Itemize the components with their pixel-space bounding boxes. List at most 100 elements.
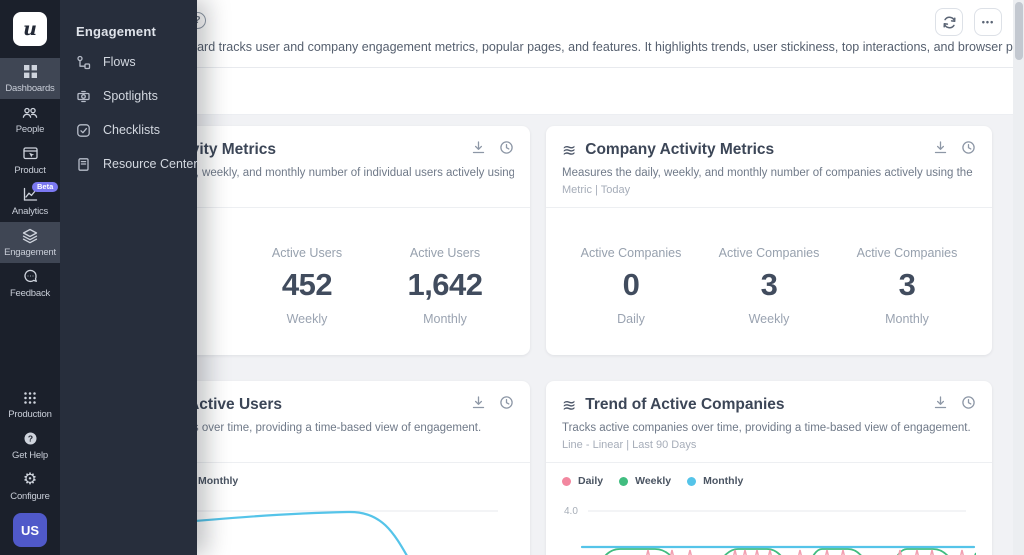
logo-letter: u	[13, 12, 47, 46]
metric-period: Weekly	[286, 312, 328, 326]
layers-icon	[22, 228, 38, 244]
metric-label: Active Users	[409, 246, 481, 260]
sidebar-item-people[interactable]: People	[0, 99, 60, 140]
more-options-button[interactable]: •••	[974, 8, 1002, 36]
download-icon[interactable]	[471, 140, 486, 160]
checklist-icon	[76, 123, 91, 138]
dashboard-description: This dashboard tracks user and company e…	[129, 40, 1024, 54]
metric-period: Daily	[617, 312, 645, 326]
spotlight-icon	[76, 89, 91, 104]
sidebar-item-label: Feedback	[9, 287, 51, 299]
legend-label: Monthly	[703, 475, 744, 487]
legend-daily[interactable]: Daily	[562, 475, 603, 487]
flyout-item-spotlights[interactable]: Spotlights	[60, 79, 197, 113]
sidebar-item-engagement[interactable]: Engagement	[0, 222, 60, 263]
metric-label: Active Users	[271, 246, 343, 260]
metric-period: Monthly	[885, 312, 929, 326]
flyout-item-flows[interactable]: Flows	[60, 45, 197, 79]
legend-label: Daily	[578, 475, 604, 487]
chart-legend: Daily Weekly Monthly	[562, 463, 976, 499]
clock-icon[interactable]	[961, 395, 976, 415]
sidebar: u Dashboards People Product Beta	[0, 0, 60, 555]
sidebar-item-configure[interactable]: ⚙ Configure	[0, 466, 60, 507]
chart-lines-icon: ≋	[562, 140, 577, 160]
flyout-item-label: Flows	[103, 55, 136, 69]
divider	[546, 462, 992, 463]
refresh-button[interactable]	[935, 8, 963, 36]
sidebar-item-label: Product	[14, 164, 46, 176]
legend-dot-icon	[687, 476, 697, 486]
card-subtitle: Measures the daily, weekly, and monthly …	[562, 167, 976, 179]
legend-dot-icon	[619, 476, 629, 486]
legend-label: Monthly	[198, 475, 239, 487]
download-icon[interactable]	[933, 140, 948, 160]
main-area: ? This dashboard tracks user and company…	[60, 0, 1024, 555]
chart-lines-icon: ≋	[562, 395, 577, 415]
clock-icon[interactable]	[499, 140, 514, 160]
user-avatar[interactable]: US	[13, 513, 47, 547]
clock-icon[interactable]	[961, 140, 976, 160]
sidebar-item-label: Get Help	[12, 449, 48, 461]
book-icon	[76, 157, 91, 172]
flyout-item-label: Spotlights	[103, 89, 158, 103]
metric-label: Active Companies	[718, 246, 820, 260]
flyout-item-resource-center[interactable]: Resource Center	[60, 147, 198, 181]
download-icon[interactable]	[471, 395, 486, 415]
flyout-item-label: Resource Center	[103, 157, 198, 171]
sidebar-item-product[interactable]: Product	[0, 140, 60, 181]
sidebar-item-label: Configure	[10, 490, 50, 502]
card-subtitle: Tracks active companies over time, provi…	[562, 422, 971, 434]
flyout-title: Engagement	[76, 24, 157, 39]
beta-badge: Beta	[32, 181, 59, 192]
divider	[84, 462, 530, 463]
engagement-flyout-menu: Engagement Flows Spotlights Checklists R…	[60, 0, 198, 555]
flyout-item-label: Checklists	[103, 123, 160, 137]
sidebar-item-get-help[interactable]: ? Get Help	[0, 425, 60, 466]
sidebar-item-analytics[interactable]: Beta Analytics	[0, 181, 60, 222]
gear-icon: ⚙	[22, 470, 38, 488]
metric-daily: Active Companies 0 Daily	[562, 246, 700, 326]
dots-grid-icon	[22, 390, 38, 406]
divider	[546, 207, 992, 208]
filter-bar: ▾ Add Filters	[60, 68, 1024, 172]
clock-icon[interactable]	[499, 395, 514, 415]
dashboard-grid: ≋ User Activity Metrics Measures the dai…	[60, 115, 1024, 555]
y-axis-tick: 4.0	[564, 506, 578, 517]
sidebar-item-label: People	[15, 123, 45, 135]
card-trend-active-companies: ≋ Trend of Active Companies Tracks activ…	[546, 381, 992, 555]
metric-value: 3	[898, 267, 916, 302]
metric-period: Monthly	[423, 312, 467, 326]
flyout-item-checklists[interactable]: Checklists	[60, 113, 197, 147]
legend-weekly[interactable]: Weekly	[619, 475, 671, 487]
analytics-chart-icon: Beta	[22, 181, 59, 203]
metric-period: Weekly	[748, 312, 790, 326]
scrollbar[interactable]	[1013, 0, 1024, 555]
download-icon[interactable]	[933, 395, 948, 415]
scrollbar-thumb[interactable]	[1014, 2, 1023, 60]
card-meta: Line - Linear | Last 90 Days	[562, 439, 697, 451]
metric-label: Active Companies	[856, 246, 958, 260]
card-title: Company Activity Metrics	[585, 141, 775, 158]
chat-bubble-icon	[22, 269, 38, 285]
sidebar-item-production[interactable]: Production	[0, 384, 60, 425]
app-logo[interactable]: u	[0, 0, 60, 58]
sidebar-item-feedback[interactable]: Feedback	[0, 263, 60, 304]
sidebar-item-dashboards[interactable]: Dashboards	[0, 58, 60, 99]
dashboards-grid-icon	[22, 64, 38, 80]
metric-value: 452	[281, 267, 333, 302]
metric-monthly: Active Companies 3 Monthly	[838, 246, 976, 326]
sidebar-item-label: Engagement	[4, 246, 56, 258]
refresh-icon	[942, 15, 957, 30]
metric-value: 0	[622, 267, 640, 302]
svg-text:?: ?	[27, 433, 32, 443]
sidebar-spacer	[0, 304, 60, 384]
legend-monthly[interactable]: Monthly	[687, 475, 743, 487]
legend-dot-icon	[562, 476, 571, 486]
sidebar-item-label: Production	[8, 408, 52, 420]
card-title: Trend of Active Companies	[585, 396, 785, 413]
sidebar-item-label: Dashboards	[5, 82, 55, 94]
help-circle-icon: ?	[22, 431, 38, 447]
divider	[84, 207, 530, 208]
metric-weekly: Active Companies 3 Weekly	[700, 246, 838, 326]
